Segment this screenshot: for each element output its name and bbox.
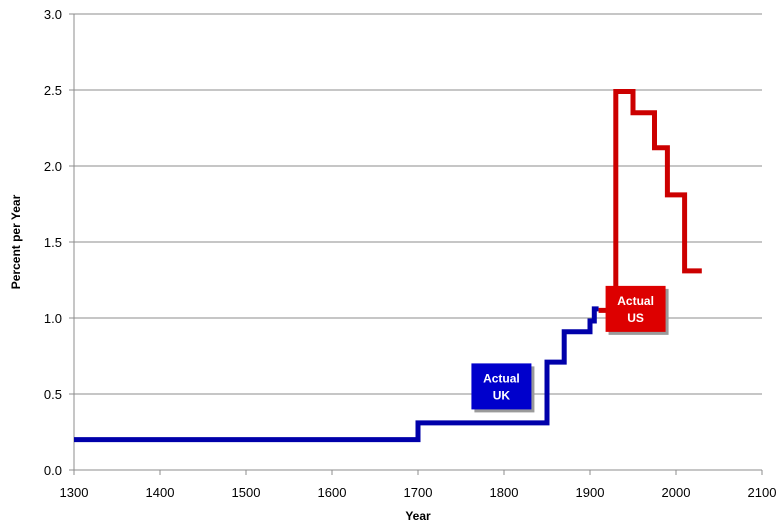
x-tick-label-0: 1300 (60, 485, 89, 500)
y-tick-label-4: 2.0 (44, 159, 62, 174)
annotation-box-1: Actual US (605, 285, 669, 335)
annotation-box-0: Actual UK (471, 363, 535, 413)
y-axis-title: Percent per Year (9, 194, 23, 289)
x-axis-title: Year (405, 509, 431, 523)
series-layer (74, 89, 702, 443)
x-tick-label-7: 2000 (662, 485, 691, 500)
x-tick-label-4: 1700 (404, 485, 433, 500)
annotation-line1-0: Actual (483, 371, 520, 385)
x-tick-label-3: 1600 (318, 485, 347, 500)
annotations: Actual UK Actual US (471, 285, 669, 413)
y-tick-label-5: 2.5 (44, 83, 62, 98)
x-tick-label-8: 2100 (748, 485, 777, 500)
y-tick-label-2: 1.0 (44, 311, 62, 326)
x-tick-label-5: 1800 (490, 485, 519, 500)
y-tick-label-3: 1.5 (44, 235, 62, 250)
x-tick-labels: 1300 1400 1500 1600 1700 1800 1900 2000 2100 (60, 470, 777, 500)
annotation-line2-1: US (627, 311, 644, 325)
x-tick-label-6: 1900 (576, 485, 605, 500)
y-tick-label-0: 0.0 (44, 463, 62, 478)
y-tick-label-1: 0.5 (44, 387, 62, 402)
y-tick-labels: 0.0 0.5 1.0 1.5 2.0 2.5 3.0 (44, 7, 74, 478)
series-line-1 (598, 89, 702, 313)
annotation-rect-0 (471, 363, 532, 410)
y-tick-label-6: 3.0 (44, 7, 62, 22)
annotation-rect-1 (605, 285, 666, 332)
x-tick-label-2: 1500 (232, 485, 261, 500)
annotation-line1-1: Actual (617, 294, 654, 308)
annotation-line2-0: UK (493, 388, 511, 402)
x-tick-label-1: 1400 (146, 485, 175, 500)
series-line-0 (74, 306, 599, 443)
grid-lines (74, 13, 762, 471)
